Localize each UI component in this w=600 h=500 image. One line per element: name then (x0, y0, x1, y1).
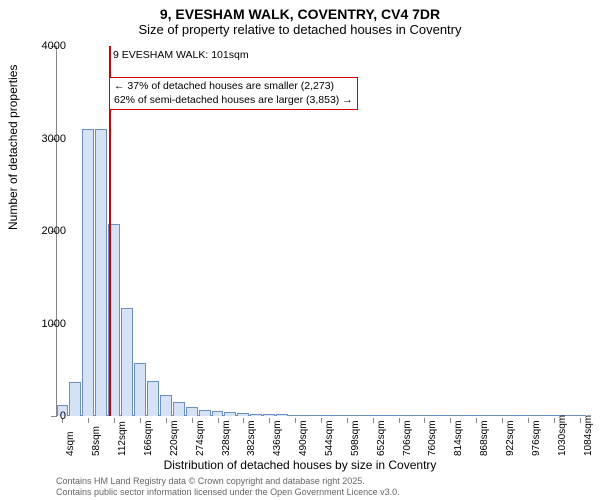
x-tick-label: 652sqm (376, 420, 387, 456)
histogram-bar (341, 415, 353, 416)
chart-container: 9, EVESHAM WALK, COVENTRY, CV4 7DR Size … (0, 0, 600, 500)
x-tick-label: 1030sqm (557, 415, 568, 456)
histogram-bar (199, 410, 211, 416)
histogram-bar (186, 407, 198, 416)
histogram-bar (212, 411, 224, 416)
x-tick-label: 166sqm (143, 420, 154, 456)
x-tick-label: 58sqm (91, 426, 102, 456)
y-axis-title: Number of detached properties (6, 65, 20, 230)
histogram-bar (315, 415, 327, 416)
histogram-bar (250, 414, 262, 416)
histogram-bar (224, 412, 236, 416)
histogram-bar (509, 415, 521, 416)
histogram-bar (263, 414, 275, 416)
histogram-bar (522, 415, 534, 416)
histogram-bar (237, 413, 249, 416)
histogram-bar (121, 308, 133, 416)
histogram-bar (483, 415, 495, 416)
x-tick-label: 1084sqm (583, 415, 594, 456)
histogram-bar (470, 415, 482, 416)
x-tick-label: 112sqm (117, 421, 128, 456)
histogram-bar (95, 129, 107, 416)
x-tick-label: 706sqm (402, 420, 413, 456)
y-tick-label: 0 (60, 410, 66, 422)
x-axis-labels: 4sqm 58sqm 112sqm 166sqm 220sqm 274sqm 328sqm 3… (56, 418, 586, 458)
x-tick-label: 598sqm (350, 420, 361, 456)
x-axis-title: Distribution of detached houses by size … (0, 458, 600, 472)
histogram-bar (444, 415, 456, 416)
histogram-bar (82, 129, 94, 416)
plot-area: 9 EVESHAM WALK: 101sqm ← 37% of detached… (56, 46, 586, 416)
chart-subtitle: Size of property relative to detached ho… (0, 22, 600, 41)
y-tick-label: 1000 (42, 318, 66, 330)
comparison-annotation: ← 37% of detached houses are smaller (2,… (109, 77, 358, 109)
histogram-bar (392, 415, 404, 416)
x-tick-label: 868sqm (479, 420, 490, 456)
histogram-bar (367, 415, 379, 416)
histogram-bar (457, 415, 469, 416)
x-tick-label: 220sqm (169, 420, 180, 456)
y-tick-label: 2000 (42, 225, 66, 237)
histogram-bar (328, 415, 340, 416)
histogram-bar (173, 402, 185, 416)
histogram-bar (134, 363, 146, 416)
annotation-line: 62% of semi-detached houses are larger (… (114, 94, 353, 107)
x-tick-label: 922sqm (505, 420, 516, 456)
histogram-bar (289, 415, 301, 416)
y-tick-label: 4000 (42, 40, 66, 52)
histogram-bar (302, 415, 314, 416)
x-tick-label: 976sqm (531, 420, 542, 456)
x-tick-label: 814sqm (453, 420, 464, 456)
x-tick-label: 490sqm (298, 420, 309, 456)
histogram-bar (160, 395, 172, 416)
histogram-bar (354, 415, 366, 416)
histogram-bar (418, 415, 430, 416)
footer-line-2: Contains public sector information licen… (56, 487, 400, 498)
y-tick-label: 3000 (42, 133, 66, 145)
x-tick-label: 4sqm (65, 432, 76, 456)
chart-title: 9, EVESHAM WALK, COVENTRY, CV4 7DR (0, 0, 600, 22)
footer-line-1: Contains HM Land Registry data © Crown c… (56, 476, 400, 487)
histogram-bar (405, 415, 417, 416)
x-tick-label: 760sqm (427, 420, 438, 456)
x-tick-label: 436sqm (272, 420, 283, 456)
property-marker-label: 9 EVESHAM WALK: 101sqm (113, 49, 249, 61)
histogram-bar (431, 415, 443, 416)
histogram-bar (276, 414, 288, 416)
x-tick-label: 328sqm (221, 420, 232, 456)
histogram-bar (380, 415, 392, 416)
x-tick-label: 544sqm (324, 420, 335, 456)
attribution-footer: Contains HM Land Registry data © Crown c… (56, 476, 400, 498)
histogram-bar (496, 415, 508, 416)
histogram-bar (535, 415, 547, 416)
histogram-bar (69, 382, 81, 416)
annotation-line: ← 37% of detached houses are smaller (2,… (114, 80, 353, 93)
x-tick-label: 382sqm (246, 420, 257, 456)
histogram-bar (147, 381, 159, 416)
x-tick-label: 274sqm (195, 420, 206, 456)
